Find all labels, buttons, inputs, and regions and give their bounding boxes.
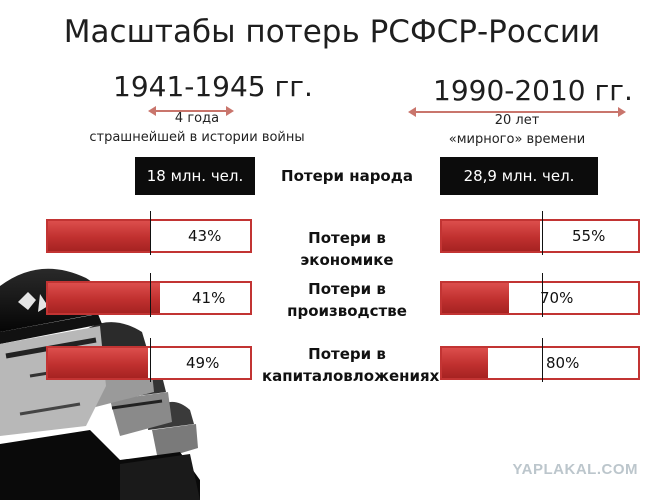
bar-right — [440, 219, 640, 253]
bar-value-label: 49% — [186, 354, 220, 372]
period-right-label: 1990-2010 гг. — [433, 74, 633, 107]
bar-marker — [150, 338, 151, 382]
bar-right — [440, 281, 640, 315]
bar-value-label: 55% — [572, 227, 606, 245]
bar-left — [46, 219, 252, 253]
bar-fill — [442, 348, 488, 378]
bar-marker — [150, 211, 151, 255]
bar-value-label: 43% — [188, 227, 222, 245]
period-right-sub: 20 лет «мирного» времени — [412, 111, 622, 149]
period-left-duration: 4 года — [174, 111, 220, 126]
period-left-label: 1941-1945 гг. — [113, 70, 313, 103]
bar-right — [440, 346, 640, 380]
page-title: Масштабы потерь РСФСР-России — [63, 14, 601, 50]
category-label-line: Потери в — [308, 345, 386, 363]
bar-marker — [542, 273, 543, 317]
bar-fill — [442, 283, 509, 313]
period-left-desc: страшнейшей в истории войны — [89, 130, 305, 145]
category-label-line: Потери в экономике — [300, 229, 394, 269]
people-loss-left-box: 18 млн. чел. — [135, 157, 255, 195]
category-label: Потери в экономике — [262, 227, 432, 271]
bar-value-label: 80% — [546, 354, 580, 372]
bar-marker — [542, 211, 543, 255]
bar-fill — [48, 283, 160, 313]
category-label-line: капиталовложениях — [262, 367, 440, 385]
watermark: YAPLAKAL.COM — [512, 461, 638, 478]
bar-value-label: 70% — [540, 289, 574, 307]
bar-fill — [48, 348, 148, 378]
people-loss-label: Потери народа — [281, 167, 413, 185]
category-label: Потери в капиталовложениях — [262, 343, 440, 387]
category-label-line: Потери в — [308, 280, 386, 298]
double-arrow-right-icon — [408, 107, 626, 117]
people-loss-right-box: 28,9 млн. чел. — [440, 157, 598, 195]
bar-left — [46, 281, 252, 315]
period-right-duration: 20 лет — [494, 113, 540, 128]
bar-fill — [442, 221, 540, 251]
bar-value-label: 41% — [192, 289, 226, 307]
bar-fill — [48, 221, 150, 251]
double-arrow-left-icon — [148, 106, 234, 116]
bar-left — [46, 346, 252, 380]
category-label-line: производстве — [287, 302, 407, 320]
bar-marker — [542, 338, 543, 382]
category-label: Потери в производстве — [262, 278, 432, 322]
period-left-sub: 4 года страшнейшей в истории войны — [84, 109, 310, 147]
bar-marker — [150, 273, 151, 317]
period-right-desc: «мирного» времени — [448, 132, 586, 147]
